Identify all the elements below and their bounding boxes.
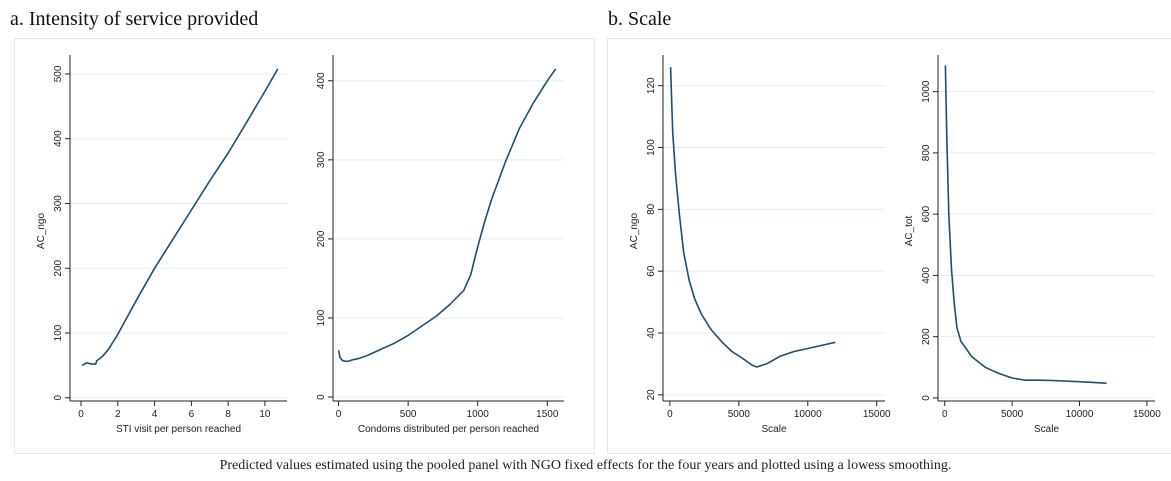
x-axis-title: Condoms distributed per person reached [358,424,539,435]
y-tick-label: 100 [316,309,327,326]
y-tick-label: 400 [921,267,932,284]
x-tick-label: 0 [942,409,948,420]
y-tick-label: 300 [53,195,64,212]
x-tick-label: 0 [336,409,342,420]
y-tick-label: 400 [53,130,64,147]
y-axis-title: AC_ngo [629,212,640,249]
lowess-line [337,68,557,363]
group-b-frame [607,38,1171,454]
y-tick-label: 0 [316,394,327,400]
lowess-line [81,68,279,367]
group-b-title: b. Scale [608,8,672,30]
x-tick-label: 8 [225,409,231,420]
y-tick-label: 60 [646,265,657,277]
x-tick-label: 2 [115,409,121,420]
y-tick-label: 400 [316,72,327,89]
y-tick-label: 0 [53,395,64,401]
x-tick-label: 10 [259,409,271,420]
panel-scale-ac-tot: 0 5000 10000 15000 0 200 400 600 800 1000 Scale AC_… [904,55,1161,435]
y-tick-label: 1000 [921,80,932,103]
x-axis-title: Scale [761,424,786,435]
y-tick-label: 80 [646,203,657,215]
group-a-title: a. Intensity of service provided [10,8,259,30]
x-axis-title: Scale [1034,424,1059,435]
x-tick-label: 6 [189,409,195,420]
x-tick-label: 1500 [536,409,559,420]
y-axis-title: AC_tot [904,215,915,246]
panel-condoms: 0 500 1000 1500 0 100 200 300 400 Condoms distrib… [316,55,564,435]
y-tick-label: 800 [921,144,932,161]
group-a-frame [14,38,595,454]
x-tick-label: 0 [78,409,84,420]
y-tick-label: 300 [316,151,327,168]
y-tick-label: 200 [316,230,327,247]
y-tick-label: 0 [921,395,932,401]
y-tick-label: 100 [53,324,64,341]
x-tick-label: 0 [667,409,673,420]
lowess-line [944,65,1107,384]
panel-scale-ac-ngo: 0 5000 10000 15000 20 40 60 80 100 120 Scale AC_ngo [629,55,891,435]
y-tick-label: 40 [646,327,657,339]
x-tick-label: 10000 [1066,409,1094,420]
lowess-line [669,67,836,368]
y-tick-label: 120 [646,77,657,94]
x-axis-title: STI visit per person reached [116,424,241,435]
y-tick-label: 200 [53,259,64,276]
x-tick-label: 1000 [467,409,490,420]
y-tick-label: 100 [646,139,657,156]
x-tick-label: 15000 [863,409,891,420]
x-tick-label: 500 [400,409,417,420]
x-tick-label: 5000 [1001,409,1024,420]
y-tick-label: 600 [921,205,932,222]
y-tick-label: 200 [921,328,932,345]
x-tick-label: 10000 [794,409,822,420]
y-tick-label: 20 [646,389,657,401]
x-tick-label: 15000 [1133,409,1161,420]
x-tick-label: 5000 [728,409,751,420]
x-tick-label: 4 [152,409,158,420]
y-tick-label: 500 [53,65,64,82]
figure-caption: Predicted values estimated using the poo… [219,458,952,473]
y-axis-title: AC_ngo [36,212,47,249]
